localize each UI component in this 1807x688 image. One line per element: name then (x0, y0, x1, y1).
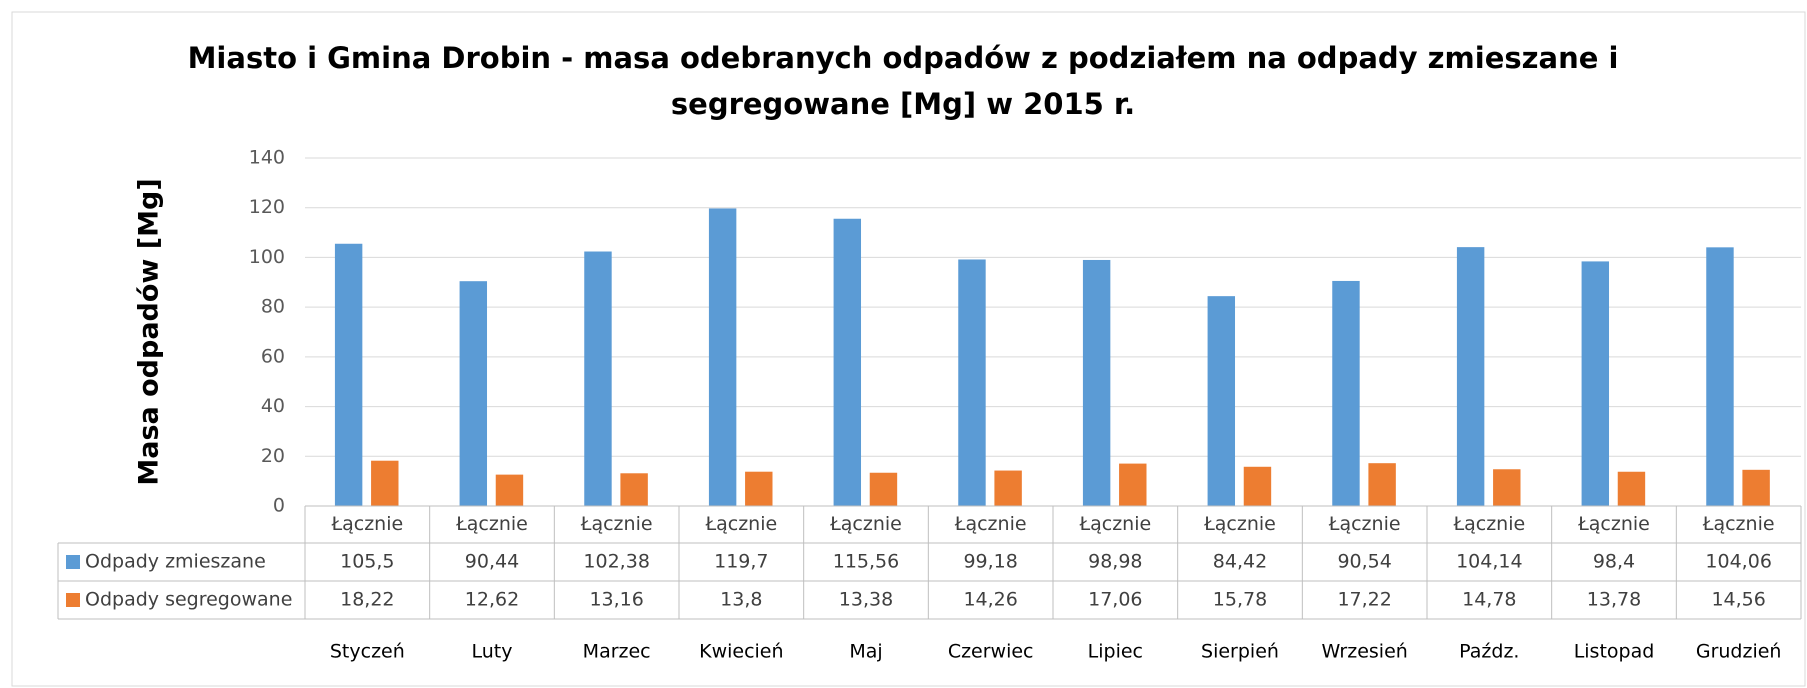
bar (1742, 469, 1770, 506)
x-tick-label: Łącznie (1328, 513, 1401, 535)
x-tick-label: Łącznie (330, 513, 403, 535)
bar (584, 251, 612, 506)
group-label: Maj (849, 641, 882, 663)
bar (620, 473, 648, 506)
data-label: 102,38 (583, 551, 649, 573)
bar (495, 474, 524, 506)
y-axis-label: Masa odpadów [Mg] (134, 178, 165, 485)
group-label: Marzec (583, 641, 651, 663)
data-label: 17,06 (1088, 589, 1142, 611)
group-label: Lipiec (1088, 641, 1143, 663)
chart-title: segregowane [Mg] w 2015 r. (671, 87, 1135, 121)
x-tick-label: Łącznie (455, 513, 528, 535)
data-label: 99,18 (963, 551, 1017, 573)
data-label: 18,22 (340, 589, 394, 611)
group-label: Grudzień (1696, 641, 1782, 663)
x-tick-label: Łącznie (1078, 513, 1151, 535)
group-label: Listopad (1574, 641, 1655, 663)
x-tick-label: Łącznie (954, 513, 1027, 535)
bar (994, 470, 1022, 506)
group-label: Wrzesień (1322, 641, 1408, 663)
data-label: 15,78 (1213, 589, 1267, 611)
data-label: 104,06 (1705, 551, 1771, 573)
bar (1706, 247, 1734, 506)
data-label: 14,78 (1462, 589, 1516, 611)
bar (1581, 261, 1610, 506)
y-tick-label: 40 (261, 395, 285, 417)
y-tick-label: 60 (261, 345, 285, 367)
x-tick-label: Łącznie (704, 513, 777, 535)
bar (958, 259, 986, 506)
data-label: 12,62 (465, 589, 519, 611)
group-label: Paźdz. (1459, 641, 1519, 663)
group-label: Styczeń (330, 641, 405, 663)
group-label: Luty (472, 641, 513, 663)
x-tick-label: Łącznie (1452, 513, 1525, 535)
data-label: 115,56 (833, 551, 899, 573)
bar (1243, 466, 1272, 506)
bar (745, 471, 773, 506)
data-label: 13,8 (720, 589, 762, 611)
legend-swatch (66, 593, 80, 607)
data-label: 98,4 (1593, 551, 1635, 573)
legend-label: Odpady segregowane (85, 589, 292, 611)
x-tick-label: Łącznie (1702, 513, 1775, 535)
data-label: 13,38 (839, 589, 893, 611)
x-tick-label: Łącznie (1577, 513, 1650, 535)
group-label: Sierpień (1201, 641, 1279, 663)
x-tick-label: Łącznie (580, 513, 653, 535)
legend-swatch (66, 555, 80, 569)
bar (869, 472, 898, 506)
data-label: 98,98 (1088, 551, 1142, 573)
bar (371, 460, 399, 506)
y-tick-label: 140 (249, 147, 285, 169)
y-tick-label: 80 (261, 296, 285, 318)
bar (708, 208, 737, 506)
bar (1207, 296, 1236, 506)
chart-title: Miasto i Gmina Drobin - masa odebranych … (188, 41, 1619, 75)
legend-label: Odpady zmieszane (85, 551, 266, 573)
data-label: 105,5 (340, 551, 394, 573)
bar (1456, 247, 1485, 507)
group-label: Kwiecień (699, 641, 783, 663)
bar (1368, 463, 1396, 506)
x-tick-label: Łącznie (1203, 513, 1276, 535)
y-tick-label: 20 (261, 445, 285, 467)
bar (334, 243, 363, 506)
y-tick-label: 120 (249, 196, 285, 218)
data-label: 119,7 (714, 551, 768, 573)
data-label: 13,78 (1587, 589, 1641, 611)
bar (1332, 280, 1360, 506)
bar (459, 281, 488, 506)
data-label: 17,22 (1337, 589, 1391, 611)
data-label: 90,54 (1337, 551, 1391, 573)
bar (1082, 259, 1111, 506)
bar (833, 218, 862, 506)
chart-frame (11, 11, 1806, 687)
data-label: 84,42 (1213, 551, 1267, 573)
y-tick-label: 0 (273, 495, 285, 517)
data-label: 14,26 (963, 589, 1017, 611)
bar (1493, 469, 1521, 506)
group-label: Czerwiec (948, 641, 1034, 663)
x-tick-label: Łącznie (829, 513, 902, 535)
data-label: 14,56 (1711, 589, 1765, 611)
data-label: 104,14 (1456, 551, 1522, 573)
data-label: 90,44 (465, 551, 519, 573)
data-label: 13,16 (589, 589, 643, 611)
y-tick-label: 100 (249, 246, 285, 268)
bar (1119, 463, 1147, 506)
bar (1617, 471, 1646, 506)
